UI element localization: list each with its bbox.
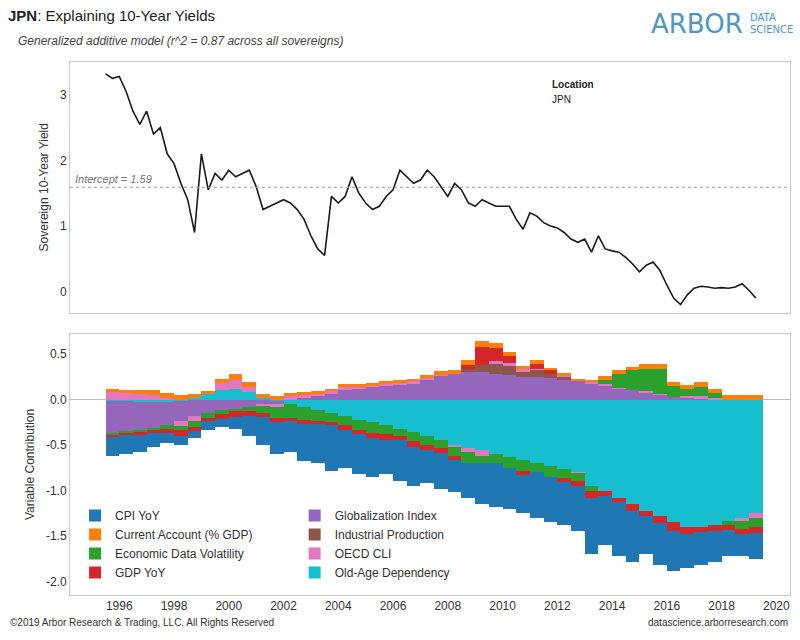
svg-text:Intercept = 1.59: Intercept = 1.59	[75, 173, 152, 185]
svg-text:Globalization Index: Globalization Index	[335, 509, 437, 523]
svg-text:2008: 2008	[434, 599, 461, 613]
svg-text:Current Account (% GDP): Current Account (% GDP)	[115, 528, 252, 542]
svg-text:0: 0	[60, 285, 67, 299]
svg-text:2012: 2012	[544, 599, 571, 613]
svg-text:2006: 2006	[380, 599, 407, 613]
svg-text:1998: 1998	[161, 599, 188, 613]
svg-text:Industrial Production: Industrial Production	[335, 528, 444, 542]
svg-text:2004: 2004	[325, 599, 352, 613]
svg-text:Variable Contribution: Variable Contribution	[23, 409, 37, 520]
svg-text:-2.0: -2.0	[46, 575, 67, 589]
svg-text:2018: 2018	[708, 599, 735, 613]
svg-text:2002: 2002	[270, 599, 297, 613]
svg-text:OECD CLI: OECD CLI	[335, 547, 392, 561]
svg-text:1996: 1996	[106, 599, 133, 613]
svg-text:©2019 Arbor Research & Trading: ©2019 Arbor Research & Trading, LLC. All…	[10, 617, 274, 628]
svg-text:-0.5: -0.5	[46, 438, 67, 452]
svg-text:Sovereign 10-Year Yield: Sovereign 10-Year Yield	[37, 123, 51, 251]
svg-text:Location: Location	[552, 79, 594, 90]
svg-text:2000: 2000	[215, 599, 242, 613]
svg-text:Economic Data Volatility: Economic Data Volatility	[115, 547, 244, 561]
svg-text:2020: 2020	[763, 599, 790, 613]
svg-text:DATA: DATA	[750, 12, 776, 23]
svg-text:CPI YoY: CPI YoY	[115, 509, 160, 523]
svg-text:SCIENCE: SCIENCE	[750, 24, 793, 35]
svg-text:0.0: 0.0	[50, 393, 67, 407]
svg-text:3: 3	[60, 88, 67, 102]
svg-text:-1.5: -1.5	[46, 529, 67, 543]
svg-text:ARBOR: ARBOR	[651, 9, 743, 39]
svg-text:Generalized additive model (r^: Generalized additive model (r^2 = 0.87 a…	[18, 34, 343, 48]
svg-text:2014: 2014	[599, 599, 626, 613]
svg-text:Old-Age Dependency: Old-Age Dependency	[335, 566, 450, 580]
svg-text:2: 2	[60, 154, 67, 168]
svg-text:JPN: JPN	[552, 94, 571, 105]
svg-text:datascience.arborresearch.com: datascience.arborresearch.com	[648, 617, 788, 628]
svg-text:2016: 2016	[653, 599, 680, 613]
svg-text:GDP YoY: GDP YoY	[115, 566, 165, 580]
svg-text:-1.0: -1.0	[46, 484, 67, 498]
svg-text:1: 1	[60, 219, 67, 233]
svg-text:0.5: 0.5	[50, 347, 67, 361]
svg-text:2010: 2010	[489, 599, 516, 613]
svg-text:JPN: Explaining 10-Year Yields: JPN: Explaining 10-Year Yields	[8, 7, 215, 24]
